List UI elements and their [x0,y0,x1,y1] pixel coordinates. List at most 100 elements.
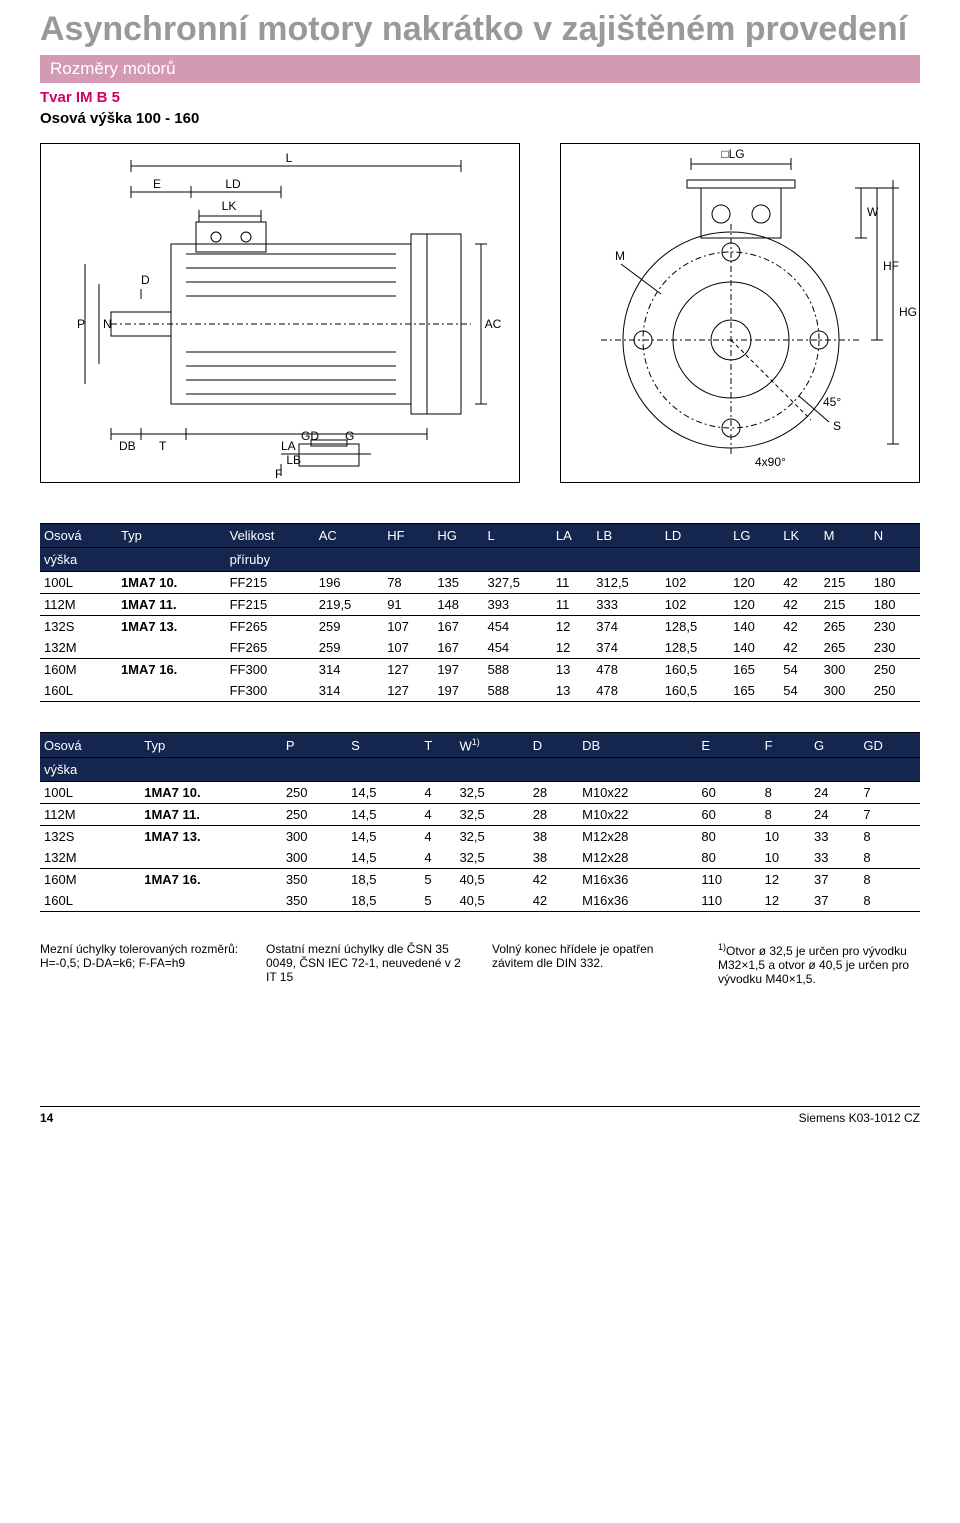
table-cell: 54 [779,680,819,702]
table-cell: 37 [810,869,859,891]
table-cell: 167 [433,637,483,659]
table-cell: 120 [729,572,779,594]
table-cell: 110 [697,869,760,891]
footnote-holes: 1)Otvor ø 32,5 je určen pro vývodku M32×… [718,942,920,986]
table-row: 100L1MA7 10.25014,5432,528M10x22608247 [40,782,920,804]
table-cell: 180 [870,572,920,594]
table-cell: 350 [282,890,347,912]
col-lb: LB [592,524,660,548]
svg-text:L: L [286,151,293,165]
table-cell: 42 [779,616,819,638]
table-cell: 140 [729,637,779,659]
dimensions-table-2: Osová Typ P S T W1) D DB E F G GD výška … [40,732,920,912]
table-header-row-2: výška příruby [40,548,920,572]
table-cell: 91 [383,594,433,616]
table-cell: 12 [761,869,810,891]
table-row: 132MFF26525910716745412374128,5140422652… [40,637,920,659]
table-cell: FF265 [226,637,315,659]
table-cell: 215 [820,572,870,594]
table-cell: 215 [820,594,870,616]
table-row: 112M1MA7 11.25014,5432,528M10x22608247 [40,804,920,826]
table-row: 160LFF30031412719758813478160,5165543002… [40,680,920,702]
svg-text:E: E [153,177,161,191]
table-cell: 32,5 [455,782,528,804]
table-row: 160M1MA7 16.FF30031412719758813478160,51… [40,659,920,681]
table-cell: 60 [697,804,760,826]
table-cell: M16x36 [578,890,697,912]
page-footer: 14 Siemens K03-1012 CZ [40,1106,920,1125]
table-cell: 160M [40,659,117,681]
col-d: D [529,733,578,758]
table-header-row: Osová Typ Velikost AC HF HG L LA LB LD L… [40,524,920,548]
page-number: 14 [40,1111,53,1125]
table-cell: 128,5 [661,616,729,638]
table-cell [140,847,282,869]
table-cell: 42 [779,637,819,659]
table-cell: 60 [697,782,760,804]
table-cell: 312,5 [592,572,660,594]
col-f: F [761,733,810,758]
col-vyska: výška [40,548,117,572]
table-cell [140,890,282,912]
col-lk: LK [779,524,819,548]
table-cell: 8 [859,847,920,869]
table-cell: 8 [859,890,920,912]
table-cell: 588 [483,659,551,681]
table-cell: 1MA7 13. [140,826,282,848]
table-cell: 8 [761,804,810,826]
table-cell: 327,5 [483,572,551,594]
table-cell: 259 [315,637,383,659]
table-cell: 107 [383,637,433,659]
table-cell: 11 [552,572,592,594]
table-cell: 10 [761,847,810,869]
table-row: 100L1MA7 10.FF21519678135327,511312,5102… [40,572,920,594]
table-cell: 38 [529,847,578,869]
table-cell: 230 [870,637,920,659]
table-cell: 4 [420,782,455,804]
table-cell: 250 [870,659,920,681]
table-cell: 160,5 [661,680,729,702]
footnote-shaft: Volný konec hřídele je opatřen závitem d… [492,942,694,986]
table-cell: M12x28 [578,826,697,848]
table-cell: 127 [383,680,433,702]
svg-text:GD: GD [301,429,319,443]
motor-side-view-diagram: L E LD LK AC P N D DB T LA LB GD G F [40,143,520,483]
col-l: L [483,524,551,548]
table-cell: FF265 [226,616,315,638]
table-cell: 259 [315,616,383,638]
svg-text:D: D [141,273,150,287]
table-cell: 300 [282,826,347,848]
col-n: N [870,524,920,548]
table-cell: 197 [433,659,483,681]
table-cell: 4 [420,804,455,826]
svg-text:HF: HF [883,259,899,273]
table-row: 160M1MA7 16.35018,5540,542M16x3611012378 [40,869,920,891]
svg-text:M: M [615,249,625,263]
table-cell: 478 [592,680,660,702]
table-cell: 314 [315,659,383,681]
footnote-standards: Ostatní mezní úchylky dle ČSN 35 0049, Č… [266,942,468,986]
table-cell: 128,5 [661,637,729,659]
table-cell: 219,5 [315,594,383,616]
svg-text:S: S [833,419,841,433]
col-g: G [810,733,859,758]
table-cell: 12 [552,637,592,659]
col-typ: Typ [140,733,282,758]
table-cell: 393 [483,594,551,616]
table-cell: 11 [552,594,592,616]
table-cell: 1MA7 10. [140,782,282,804]
table-cell: 8 [761,782,810,804]
table-cell [117,680,226,702]
table-cell: 165 [729,659,779,681]
table-cell: 1MA7 13. [117,616,226,638]
table-cell: 13 [552,659,592,681]
table-cell: 78 [383,572,433,594]
svg-text:T: T [159,439,167,453]
table-row: 132S1MA7 13.30014,5432,538M12x288010338 [40,826,920,848]
svg-text:4x90°: 4x90° [755,455,786,469]
svg-text:N: N [103,317,112,331]
table-cell: M10x22 [578,804,697,826]
table-cell: 24 [810,782,859,804]
table-cell: 10 [761,826,810,848]
table-cell: 100L [40,572,117,594]
